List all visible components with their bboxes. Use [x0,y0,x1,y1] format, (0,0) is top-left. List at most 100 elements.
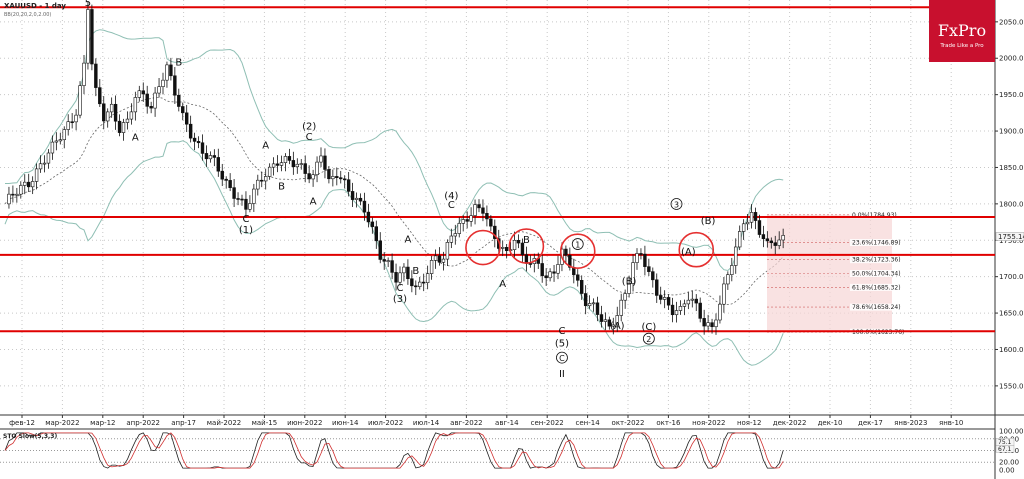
candle-body [737,231,742,248]
fib-level-label: 38.2%(1723.36) [852,257,901,264]
candle-body [386,260,390,262]
candle-body [394,272,398,283]
candle-body [279,162,284,166]
current-price-label: 1755.14 [998,233,1024,241]
candle-body [335,176,339,178]
candle-body [741,223,746,232]
candle-body [240,198,244,201]
candle-body [374,226,378,242]
wave-label: B [523,235,530,246]
candle-body [674,310,679,316]
date-tick-label: сен-14 [576,419,601,427]
candle-body [465,219,469,222]
candle-body [489,218,493,227]
candle-body [655,279,659,296]
price-tick-label: 1650.00 [999,310,1024,318]
wave-label: II [559,369,565,380]
candle-body [169,64,173,77]
candle-body [619,299,623,316]
candle-body [457,223,461,234]
candle-body [98,87,102,105]
candle-body [410,278,414,287]
candle-body [19,185,23,195]
candle-body [627,283,631,294]
oscillator-readout: 75.1 [998,439,1012,446]
candle-body [137,90,141,98]
date-tick-label: авг-14 [495,419,519,427]
candle-body [283,156,288,163]
wave-label: A [262,141,269,152]
candle-body [745,221,750,225]
candle-body [418,281,422,287]
candle-body [481,207,485,214]
wave-label: A [132,133,139,144]
candle-body [500,247,505,249]
candle-body [106,111,110,122]
price-tick-label: 1900.00 [999,128,1024,136]
candle-body [576,274,580,281]
candle-body [295,163,299,168]
candle-body [315,161,319,176]
candle-body [362,200,367,213]
candle-body [185,112,189,125]
fxpro-logo: FxPro Trade Like a Pro [929,0,995,62]
candle-body [698,302,702,319]
candle-body [662,297,667,300]
candle-body [26,181,31,188]
candle-body [599,314,604,322]
date-tick-label: дек-10 [818,419,843,427]
date-tick-label: дек-17 [858,419,883,427]
candle-body [777,239,781,246]
candle-body [50,141,55,154]
candle-body [252,188,256,204]
candle-body [449,235,454,243]
candle-body [429,260,434,274]
fib-level-label: 61.8%(1685.32) [852,284,901,291]
candle-body [331,176,335,180]
candle-body [493,225,497,239]
candle-body [670,304,675,316]
candle-body [414,285,418,288]
wave-label: C [242,214,249,225]
chart-title: XAUUSD - 1 day [4,2,66,10]
candle-body [224,178,228,181]
candle-body [208,155,213,160]
wave-label: (A) [610,321,625,332]
price-tick-label: 1850.00 [999,164,1024,172]
candle-body [267,166,272,177]
candle-body [406,266,410,280]
candle-body [421,281,426,284]
candle-body [256,179,260,190]
candle-body [623,293,627,301]
brand-name: FxPro [938,21,986,40]
candle-body [730,265,734,275]
indicator-params: BB(20,20,2,0,2.00) [4,12,51,18]
highlight-circle [559,233,596,269]
candle-body [78,85,82,116]
candle-body [260,179,264,182]
candle-body [121,122,126,133]
candle-body [161,79,165,87]
candle-body [366,211,371,223]
candle-body [90,9,94,65]
candle-body [46,152,51,164]
wave-label: (4) [444,191,458,202]
candle-body [11,193,15,196]
candle-body [631,262,635,284]
candle-body [212,155,217,158]
candle-body [346,179,351,192]
upper-band [5,29,784,272]
candle-body [706,322,710,327]
candle-body [216,157,220,172]
candle-body [635,253,639,263]
candle-body [177,94,181,107]
candle-body [117,120,122,133]
wave-label: A [404,234,411,245]
candle-body [145,93,149,107]
candle-body [773,242,777,246]
candle-body [682,303,687,307]
candle-body [200,142,205,154]
candle-body [263,176,268,182]
candle-body [382,259,386,262]
